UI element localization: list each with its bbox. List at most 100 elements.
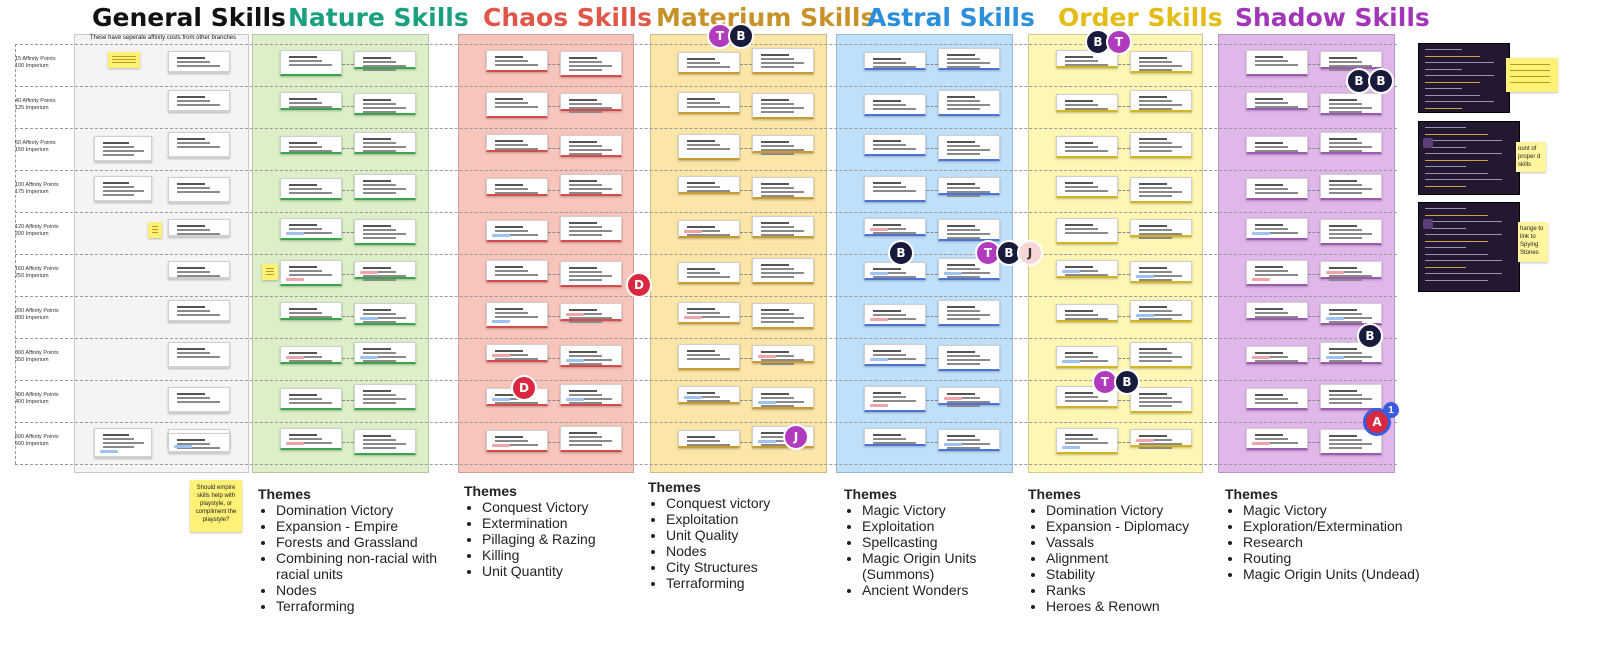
collaborator-avatar[interactable]: T bbox=[1106, 29, 1132, 55]
skill-card[interactable] bbox=[938, 300, 1000, 326]
skill-card[interactable] bbox=[864, 428, 926, 446]
skill-card[interactable] bbox=[1246, 218, 1308, 240]
small-sticky-note[interactable] bbox=[108, 52, 140, 68]
skill-card[interactable] bbox=[354, 303, 416, 325]
skill-card[interactable] bbox=[486, 260, 548, 282]
skill-card[interactable] bbox=[486, 92, 548, 118]
skill-card[interactable] bbox=[354, 132, 416, 154]
skill-card[interactable] bbox=[678, 262, 740, 284]
skill-card[interactable] bbox=[1246, 302, 1308, 320]
skill-card[interactable] bbox=[1246, 50, 1308, 76]
skill-card[interactable] bbox=[560, 51, 622, 77]
skill-card[interactable] bbox=[752, 303, 814, 329]
skill-card[interactable] bbox=[1130, 132, 1192, 158]
skill-card[interactable] bbox=[1320, 261, 1382, 281]
skill-card[interactable] bbox=[560, 384, 622, 406]
skill-card[interactable] bbox=[938, 429, 1000, 451]
question-sticky-note[interactable]: Should empire skills help with playstyle… bbox=[190, 480, 242, 532]
skill-card[interactable] bbox=[168, 219, 230, 237]
skill-card[interactable] bbox=[486, 50, 548, 72]
skill-card[interactable] bbox=[1130, 300, 1192, 322]
skill-card[interactable] bbox=[94, 428, 152, 458]
skill-card[interactable] bbox=[560, 261, 622, 287]
skill-card[interactable] bbox=[678, 302, 740, 324]
collaborator-avatar[interactable]: D bbox=[626, 272, 652, 298]
small-sticky-note[interactable] bbox=[148, 222, 162, 238]
collaborator-avatar[interactable]: B bbox=[1368, 68, 1394, 94]
skill-card[interactable] bbox=[864, 344, 926, 366]
skill-card[interactable] bbox=[1246, 388, 1308, 410]
side-sticky-note[interactable]: hange to link to Spying Stones bbox=[1518, 222, 1548, 262]
skill-card[interactable] bbox=[864, 218, 926, 236]
skill-card[interactable] bbox=[1320, 303, 1382, 325]
collaborator-avatar[interactable]: D bbox=[511, 375, 537, 401]
skill-card[interactable] bbox=[94, 136, 152, 162]
skill-card[interactable] bbox=[1130, 261, 1192, 283]
embedded-screenshot[interactable] bbox=[1418, 121, 1520, 195]
skill-card[interactable] bbox=[280, 218, 342, 240]
skill-card[interactable] bbox=[752, 93, 814, 119]
skill-card[interactable] bbox=[280, 136, 342, 154]
skill-card[interactable] bbox=[280, 260, 342, 286]
skill-card[interactable] bbox=[1130, 387, 1192, 413]
skill-card[interactable] bbox=[354, 93, 416, 115]
skill-card[interactable] bbox=[1130, 219, 1192, 239]
skill-card[interactable] bbox=[678, 176, 740, 194]
skill-card[interactable] bbox=[1320, 219, 1382, 245]
skill-card[interactable] bbox=[864, 52, 926, 70]
skill-card[interactable] bbox=[1056, 428, 1118, 454]
skill-card[interactable] bbox=[1130, 429, 1192, 449]
skill-card[interactable] bbox=[678, 92, 740, 114]
skill-card[interactable] bbox=[280, 50, 342, 76]
side-sticky-note[interactable] bbox=[1506, 58, 1558, 92]
skill-card[interactable] bbox=[354, 51, 416, 71]
skill-card[interactable] bbox=[1056, 94, 1118, 112]
skill-card[interactable] bbox=[1246, 260, 1308, 286]
skill-card[interactable] bbox=[864, 386, 926, 412]
skill-card[interactable] bbox=[486, 178, 548, 196]
collaborator-avatar[interactable]: J bbox=[1017, 240, 1043, 266]
skill-card[interactable] bbox=[678, 386, 740, 404]
skill-card[interactable] bbox=[864, 134, 926, 156]
skill-card[interactable] bbox=[1130, 177, 1192, 203]
skill-card[interactable] bbox=[280, 346, 342, 364]
skill-card[interactable] bbox=[678, 134, 740, 160]
skill-card[interactable] bbox=[486, 220, 548, 242]
skill-card[interactable] bbox=[486, 430, 548, 452]
skill-card[interactable] bbox=[752, 258, 814, 284]
skill-card[interactable] bbox=[168, 261, 230, 279]
skill-card[interactable] bbox=[354, 219, 416, 245]
skill-card[interactable] bbox=[354, 429, 416, 455]
skill-card[interactable] bbox=[168, 90, 230, 112]
skill-card[interactable] bbox=[1320, 174, 1382, 200]
skill-card[interactable] bbox=[354, 174, 416, 200]
skill-card[interactable] bbox=[1056, 346, 1118, 368]
skill-card[interactable] bbox=[1130, 342, 1192, 368]
skill-card[interactable] bbox=[486, 134, 548, 152]
skill-card[interactable] bbox=[1056, 218, 1118, 244]
skill-card[interactable] bbox=[354, 384, 416, 410]
skill-card[interactable] bbox=[1056, 176, 1118, 198]
skill-card[interactable] bbox=[678, 430, 740, 448]
skill-card[interactable] bbox=[938, 219, 1000, 241]
skill-card[interactable] bbox=[938, 345, 1000, 371]
collaborator-avatar[interactable]: B bbox=[1357, 323, 1383, 349]
skill-card[interactable] bbox=[864, 176, 926, 202]
skill-card[interactable] bbox=[560, 93, 622, 113]
skill-card[interactable] bbox=[938, 177, 1000, 197]
collaborator-avatar[interactable]: B bbox=[728, 23, 754, 49]
skill-card[interactable] bbox=[560, 426, 622, 452]
skill-card[interactable] bbox=[1056, 136, 1118, 158]
skill-card[interactable] bbox=[168, 300, 230, 322]
skill-card[interactable] bbox=[168, 342, 230, 368]
skill-card[interactable] bbox=[280, 302, 342, 320]
side-sticky-note[interactable]: ount of proper d skills bbox=[1516, 142, 1546, 172]
skill-card[interactable] bbox=[678, 344, 740, 370]
skill-card[interactable] bbox=[168, 177, 230, 203]
skill-card[interactable] bbox=[1246, 428, 1308, 450]
skill-card[interactable] bbox=[678, 52, 740, 74]
skill-card[interactable] bbox=[168, 132, 230, 158]
skill-card[interactable] bbox=[1320, 93, 1382, 115]
skill-card[interactable] bbox=[1320, 51, 1382, 71]
skill-card[interactable] bbox=[752, 345, 814, 365]
